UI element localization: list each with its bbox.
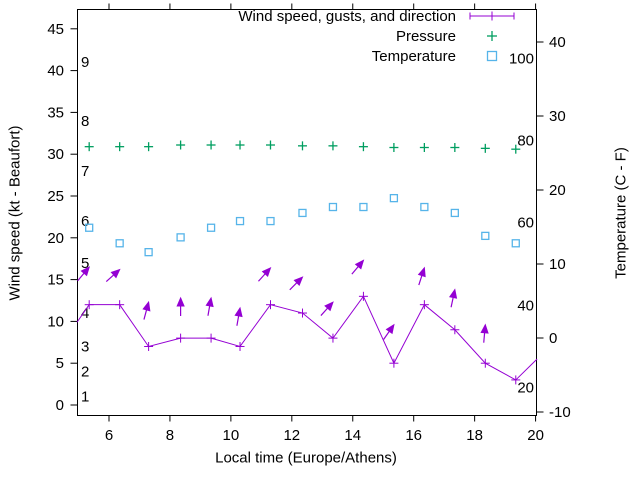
temperature-point	[328, 202, 338, 212]
beaufort-label: 6	[81, 213, 89, 230]
temperature-point	[481, 231, 490, 241]
x-tick-label: 14	[344, 427, 361, 444]
gust-arrow-head	[176, 296, 185, 307]
beaufort-label: 8	[81, 113, 89, 130]
y-left-tick-label: 40	[47, 63, 64, 80]
beaufort-label: 5	[81, 255, 89, 272]
y-right-tick-label: 40	[549, 34, 566, 51]
temperature-point	[176, 233, 185, 242]
temperature-point	[144, 248, 153, 257]
left-axis-title: Wind speed (kt - Beaufort)	[6, 125, 24, 301]
x-axis-title: Local time (Europe/Athens)	[215, 449, 397, 467]
fahrenheit-label: 60	[517, 215, 534, 232]
temperature-point	[115, 239, 124, 248]
gust-arrow-head	[142, 300, 151, 312]
wind-speed-legend-marker	[469, 11, 515, 21]
gust-arrow-head	[385, 323, 395, 335]
gust-arrow-head	[354, 259, 365, 270]
temperature-point	[85, 223, 94, 232]
gust-arrow-head	[480, 323, 489, 334]
x-tick-label: 6	[105, 427, 113, 444]
y-right-tick-label: -10	[549, 404, 571, 421]
legend: Wind speed, gusts, and direction Pressur…	[238, 6, 520, 66]
gust-arrow-head	[80, 266, 91, 277]
temperature-point	[450, 208, 459, 218]
legend-row-wind: Wind speed, gusts, and direction	[238, 6, 520, 26]
y-left-tick-label: 20	[47, 230, 64, 247]
y-left-tick-label: 5	[56, 355, 64, 372]
temperature-point	[298, 208, 307, 218]
fahrenheit-label: 40	[517, 297, 534, 314]
temperature-point	[206, 223, 216, 232]
legend-row-pressure: Pressure	[238, 26, 520, 46]
gust-arrow-head	[417, 266, 426, 278]
temperature-point	[511, 239, 520, 248]
pressure-legend-marker	[487, 31, 497, 41]
x-tick-label: 18	[466, 427, 483, 444]
right-axis-title: Temperature (C - F)	[612, 147, 630, 279]
beaufort-label: 2	[81, 364, 89, 381]
legend-row-temperature: Temperature	[238, 46, 520, 66]
fahrenheit-label: 80	[517, 132, 534, 149]
legend-label-wind: Wind speed, gusts, and direction	[238, 7, 456, 25]
beaufort-label: 7	[81, 163, 89, 180]
y-right-tick-label: 10	[549, 256, 566, 273]
temperature-legend-square	[486, 50, 498, 62]
y-left-tick-label: 25	[47, 188, 64, 205]
y-left-tick-label: 15	[47, 272, 64, 289]
temperature-point	[359, 202, 368, 212]
temperature-point	[235, 216, 245, 226]
fahrenheit-label: 100	[509, 50, 534, 67]
gust-arrow-head	[234, 306, 243, 318]
x-tick-label: 12	[283, 427, 300, 444]
y-right-tick-label: 20	[549, 182, 566, 199]
beaufort-label: 1	[81, 389, 89, 406]
gust-arrow-head	[110, 268, 121, 279]
y-right-tick-label: 0	[549, 330, 557, 347]
y-left-tick-label: 45	[47, 21, 64, 38]
temperature-point	[266, 216, 275, 226]
legend-label-temperature: Temperature	[371, 47, 456, 65]
plot-border	[77, 9, 537, 416]
legend-label-pressure: Pressure	[395, 27, 456, 45]
beaufort-label: 3	[81, 338, 89, 355]
gust-arrow-head	[205, 296, 214, 308]
y-left-tick-label: 35	[47, 104, 64, 121]
y-right-tick-label: 30	[549, 108, 566, 125]
x-tick-label: 8	[166, 427, 174, 444]
x-tick-label: 16	[405, 427, 422, 444]
gust-arrow-head	[324, 301, 334, 312]
x-tick-label: 20	[527, 427, 544, 444]
fahrenheit-label: 20	[517, 380, 534, 397]
y-left-tick-label: 10	[47, 313, 64, 330]
beaufort-label: 4	[81, 305, 89, 322]
temperature-point	[420, 202, 429, 212]
y-left-tick-label: 30	[47, 146, 64, 163]
y-left-tick-label: 0	[56, 397, 64, 414]
temperature-point	[389, 193, 399, 203]
beaufort-label: 9	[81, 54, 89, 71]
gust-arrow-head	[261, 266, 272, 277]
gust-arrow-head	[449, 288, 458, 299]
gust-arrow-head	[293, 276, 304, 287]
x-tick-label: 10	[223, 427, 240, 444]
temperature-legend-marker	[486, 50, 498, 62]
